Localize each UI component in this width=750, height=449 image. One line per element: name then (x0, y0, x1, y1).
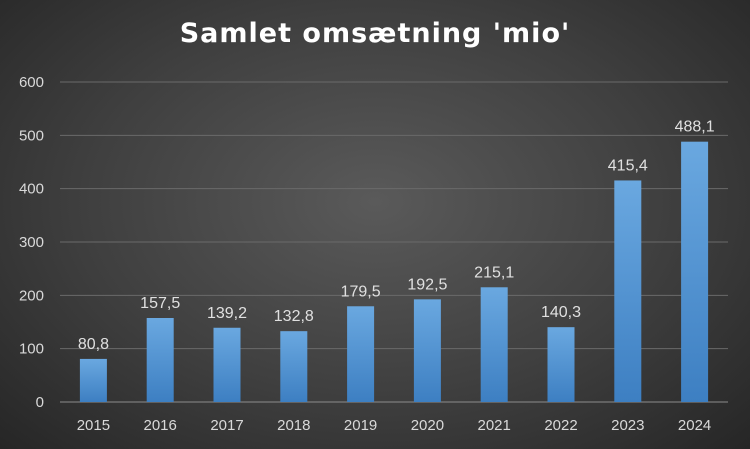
y-tick-label: 0 (36, 394, 44, 411)
x-tick-label-2024: 2024 (678, 417, 711, 434)
data-label-2022: 140,3 (541, 304, 581, 321)
y-tick-label: 400 (19, 181, 44, 198)
x-tick-label-2021: 2021 (478, 417, 511, 434)
bar-2016 (146, 318, 174, 402)
x-tick-label-2023: 2023 (611, 417, 644, 434)
data-label-2016: 157,5 (140, 295, 180, 312)
data-label-2015: 80,8 (78, 336, 109, 353)
chart-title: Samlet omsætning 'mio' (179, 18, 571, 49)
y-tick-label: 200 (19, 287, 44, 304)
y-tick-label: 300 (19, 234, 44, 251)
bar-2021 (480, 287, 508, 402)
bar-2015 (79, 358, 107, 402)
x-tick-label-2016: 2016 (144, 417, 177, 434)
bar-2019 (347, 306, 375, 402)
bar-2018 (280, 331, 308, 402)
data-label-2024: 488,1 (675, 119, 715, 136)
bar-2017 (213, 327, 241, 402)
bar-2022 (547, 327, 575, 402)
data-label-2017: 139,2 (207, 305, 247, 322)
y-tick-label: 100 (19, 341, 44, 358)
x-tick-label-2018: 2018 (277, 417, 310, 434)
x-tick-label-2020: 2020 (411, 417, 444, 434)
data-label-2023: 415,4 (608, 157, 648, 174)
data-label-2021: 215,1 (474, 264, 514, 281)
y-tick-label: 500 (19, 127, 44, 144)
bar-2023 (614, 180, 642, 402)
data-label-2019: 179,5 (341, 283, 381, 300)
bar-2024 (681, 141, 709, 402)
x-tick-label-2015: 2015 (77, 417, 110, 434)
data-label-2020: 192,5 (407, 276, 447, 293)
bar-2020 (413, 299, 441, 402)
data-label-2018: 132,8 (274, 308, 314, 325)
x-tick-label-2019: 2019 (344, 417, 377, 434)
x-tick-label-2022: 2022 (544, 417, 577, 434)
x-tick-label-2017: 2017 (210, 417, 243, 434)
y-tick-label: 600 (19, 74, 44, 91)
